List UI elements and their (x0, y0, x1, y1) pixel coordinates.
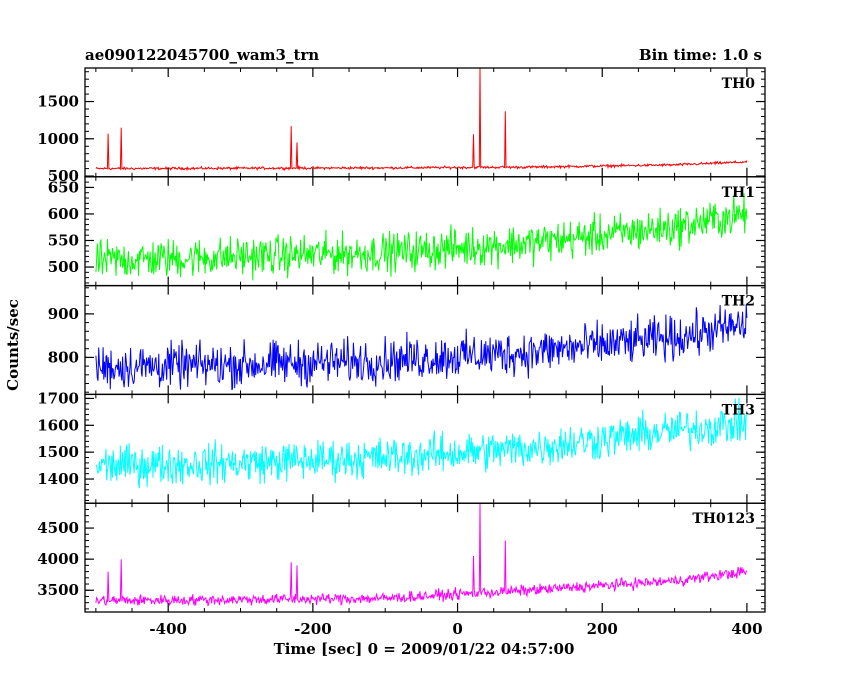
y-axis-title: Counts/sec (4, 299, 22, 391)
x-tick-label: 200 (587, 620, 618, 638)
panel-th2: 800 900 TH2 (48, 284, 766, 396)
series-line-th1 (95, 193, 748, 281)
x-tick-label: 400 (731, 620, 762, 638)
panel-th1: 500 550 600 650 TH1 (48, 176, 766, 287)
panel-frame (84, 502, 766, 613)
panel-label-th0123: TH0123 (692, 511, 755, 527)
y-tick-label: 3500 (37, 581, 79, 599)
bin-time-label: Bin time: 1.0 s (639, 46, 762, 64)
y-tick-label: 900 (48, 305, 79, 323)
y-tick-label: 650 (48, 178, 79, 196)
y-tick-label: 1500 (37, 443, 79, 461)
y-tick-label: 500 (48, 258, 79, 276)
series-line-th0123 (95, 503, 748, 607)
y-tick-label: 500 (48, 167, 79, 185)
y-tick-label: 4000 (37, 550, 79, 568)
chart-title: ae090122045700_wam3_trn (85, 46, 319, 64)
panel-frame (84, 393, 766, 504)
panel-frame (84, 67, 766, 178)
y-tick-label: 1000 (37, 130, 79, 148)
series-line-th3 (95, 397, 748, 489)
y-tick-label: 600 (48, 205, 79, 223)
series-line-th0 (95, 67, 748, 172)
panel-label-th1: TH1 (722, 185, 755, 201)
y-tick-label: 4500 (37, 519, 79, 537)
panel-label-th0: TH0 (722, 76, 756, 92)
panel-th0: 500 1000 1500 TH0 (37, 67, 766, 185)
panel-label-th2: TH2 (722, 294, 755, 310)
y-tick-label: 1500 (37, 93, 79, 111)
x-tick-label: -200 (294, 620, 332, 638)
x-tick-label: -400 (149, 620, 187, 638)
panel-th3: 1400 1500 1600 1700 TH3 (37, 389, 766, 504)
y-tick-label: 1600 (37, 416, 79, 434)
series-line-th2 (95, 304, 748, 391)
x-axis: -400 -200 0 200 400 (149, 620, 762, 638)
x-axis-title: Time [sec] 0 = 2009/01/22 04:57:00 (274, 640, 575, 658)
y-tick-label: 1400 (37, 470, 79, 488)
y-tick-label: 1700 (37, 389, 79, 407)
panels: 500 1000 1500 TH0 500 550 600 650 TH1 800 900 TH2 14… (37, 67, 766, 613)
panel-label-th3: TH3 (722, 402, 755, 418)
y-tick-label: 550 (48, 231, 79, 249)
x-tick-label: 0 (452, 620, 462, 638)
y-tick-label: 800 (48, 348, 79, 366)
panel-th0123: 3500 4000 4500 TH0123 (37, 502, 766, 613)
